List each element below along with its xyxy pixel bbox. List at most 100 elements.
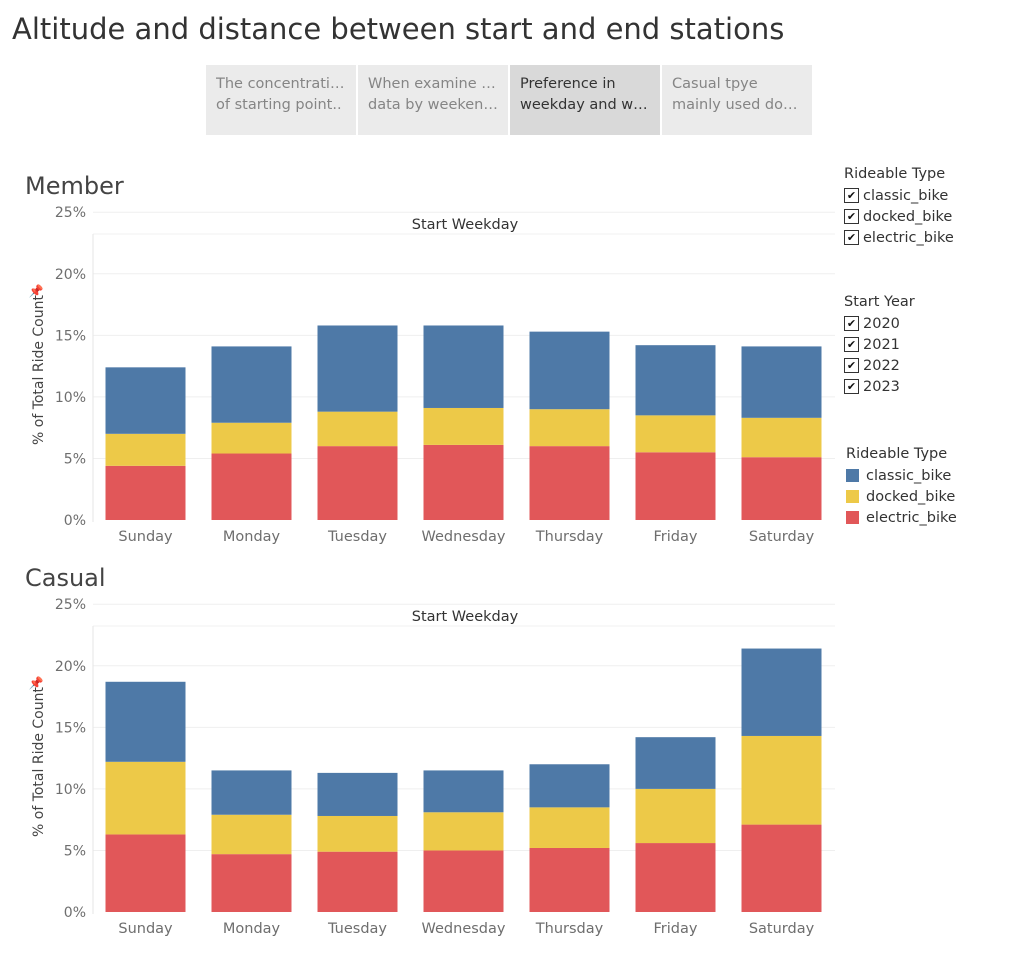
bar-segment-electric-bike[interactable] bbox=[529, 446, 610, 520]
tab-line: of starting point.. bbox=[216, 97, 342, 113]
bar-segment-classic-bike[interactable] bbox=[105, 367, 186, 434]
checkbox-checked-icon[interactable]: ✔ bbox=[844, 230, 859, 245]
tab-line: mainly used dock.. bbox=[672, 97, 802, 113]
filter-title: Rideable Type bbox=[844, 166, 946, 182]
x-tick-label: Tuesday bbox=[327, 529, 387, 545]
tab-weekend[interactable]: When examine the data by weekend.. bbox=[358, 65, 508, 135]
checkbox-checked-icon[interactable]: ✔ bbox=[844, 337, 859, 352]
bar-segment-classic-bike[interactable] bbox=[423, 325, 504, 408]
bar-segment-electric-bike[interactable] bbox=[317, 446, 398, 520]
bar-segment-electric-bike[interactable] bbox=[741, 824, 822, 912]
bar-segment-docked-bike[interactable] bbox=[741, 735, 822, 825]
tab-line: data by weekend.. bbox=[368, 97, 498, 113]
chart-title: Start Weekday bbox=[412, 217, 519, 233]
bar-segment-docked-bike[interactable] bbox=[423, 407, 504, 445]
bar-segment-electric-bike[interactable] bbox=[317, 851, 398, 912]
tab-concentration[interactable]: The concentration of starting point.. bbox=[206, 65, 356, 135]
y-tick-label: 10% bbox=[55, 782, 86, 798]
filter-item-label: docked_bike bbox=[863, 208, 953, 225]
legend-label: docked_bike bbox=[866, 488, 956, 505]
bar-segment-electric-bike[interactable] bbox=[105, 465, 186, 520]
bar-segment-docked-bike[interactable] bbox=[211, 422, 292, 454]
bar-segment-docked-bike[interactable] bbox=[635, 788, 716, 844]
legend-swatch bbox=[846, 490, 859, 503]
bar-segment-classic-bike[interactable] bbox=[211, 346, 292, 423]
tab-preference[interactable]: Preference in weekday and we.. bbox=[510, 65, 660, 135]
bar-segment-docked-bike[interactable] bbox=[529, 409, 610, 447]
bar-segment-docked-bike[interactable] bbox=[741, 417, 822, 458]
filter-item-2022[interactable]: ✔ 2022 bbox=[844, 355, 915, 376]
bar-segment-classic-bike[interactable] bbox=[635, 345, 716, 416]
tab-casual-type[interactable]: Casual tpye mainly used dock.. bbox=[662, 65, 812, 135]
filter-item-label: 2020 bbox=[863, 315, 900, 332]
bar-segment-docked-bike[interactable] bbox=[211, 814, 292, 855]
bar-segment-classic-bike[interactable] bbox=[529, 331, 610, 410]
story-tabs: The concentration of starting point.. Wh… bbox=[206, 65, 812, 135]
x-tick-label: Thursday bbox=[535, 529, 604, 545]
checkbox-checked-icon[interactable]: ✔ bbox=[844, 316, 859, 331]
checkbox-checked-icon[interactable]: ✔ bbox=[844, 209, 859, 224]
tab-line: weekday and we.. bbox=[520, 97, 650, 113]
y-tick-label: 20% bbox=[55, 267, 86, 283]
y-tick-label: 5% bbox=[64, 843, 86, 859]
y-tick-label: 25% bbox=[55, 597, 86, 613]
checkbox-checked-icon[interactable]: ✔ bbox=[844, 358, 859, 373]
legend-item-docked-bike[interactable]: docked_bike bbox=[846, 486, 957, 507]
bar-segment-docked-bike[interactable] bbox=[105, 761, 186, 835]
filter-item-2021[interactable]: ✔ 2021 bbox=[844, 334, 915, 355]
bar-segment-docked-bike[interactable] bbox=[635, 415, 716, 453]
pin-icon[interactable]: 📌 bbox=[29, 675, 44, 690]
casual-chart: Start Weekday 0% 5% 10% 15% 20% 25% % of Total … bbox=[29, 597, 835, 937]
bar-segment-classic-bike[interactable] bbox=[317, 325, 398, 412]
filter-item-electric-bike[interactable]: ✔ electric_bike bbox=[844, 227, 954, 248]
member-chart: Start Weekday 0% 5% 10% 15% 20% 25% % of Total … bbox=[29, 205, 835, 545]
bar-segment-classic-bike[interactable] bbox=[317, 772, 398, 816]
casual-section-label: Casual bbox=[25, 564, 106, 592]
filter-item-docked-bike[interactable]: ✔ docked_bike bbox=[844, 206, 954, 227]
legend-swatch bbox=[846, 469, 859, 482]
x-tick-label: Tuesday bbox=[327, 921, 387, 937]
bar-segment-classic-bike[interactable] bbox=[741, 648, 822, 736]
filter-item-2020[interactable]: ✔ 2020 bbox=[844, 313, 915, 334]
tab-line: The concentration bbox=[216, 76, 346, 92]
bar-segment-classic-bike[interactable] bbox=[635, 737, 716, 789]
bar-segment-electric-bike[interactable] bbox=[211, 854, 292, 912]
bar-segment-classic-bike[interactable] bbox=[211, 770, 292, 815]
bar-segment-electric-bike[interactable] bbox=[741, 457, 822, 520]
bar-segment-electric-bike[interactable] bbox=[105, 834, 186, 912]
filter-item-classic-bike[interactable]: ✔ classic_bike bbox=[844, 185, 954, 206]
bar-segment-docked-bike[interactable] bbox=[529, 807, 610, 848]
bar-segment-docked-bike[interactable] bbox=[423, 812, 504, 851]
bar-segment-electric-bike[interactable] bbox=[635, 452, 716, 520]
tab-line: When examine the bbox=[368, 76, 498, 92]
x-tick-label: Sunday bbox=[118, 921, 173, 937]
x-tick-label: Friday bbox=[654, 529, 698, 545]
bar-segment-electric-bike[interactable] bbox=[211, 453, 292, 520]
bar-segment-docked-bike[interactable] bbox=[317, 815, 398, 852]
bar-segment-classic-bike[interactable] bbox=[105, 681, 186, 762]
bar-segment-docked-bike[interactable] bbox=[317, 411, 398, 447]
bar-segment-classic-bike[interactable] bbox=[741, 346, 822, 418]
legend-label: classic_bike bbox=[866, 467, 952, 484]
checkbox-checked-icon[interactable]: ✔ bbox=[844, 188, 859, 203]
x-tick-label: Saturday bbox=[749, 921, 815, 937]
pin-icon[interactable]: 📌 bbox=[29, 283, 44, 298]
y-tick-label: 25% bbox=[55, 205, 86, 221]
filter-item-2023[interactable]: ✔ 2023 bbox=[844, 376, 915, 397]
bar-segment-classic-bike[interactable] bbox=[423, 770, 504, 813]
x-tick-label: Wednesday bbox=[422, 529, 506, 545]
tab-line: Preference in bbox=[520, 76, 616, 92]
bar-segment-docked-bike[interactable] bbox=[105, 433, 186, 466]
bar-segment-classic-bike[interactable] bbox=[529, 764, 610, 808]
legend-item-electric-bike[interactable]: electric_bike bbox=[846, 507, 957, 528]
y-tick-label: 0% bbox=[64, 513, 86, 529]
bar-segment-electric-bike[interactable] bbox=[529, 847, 610, 912]
checkbox-checked-icon[interactable]: ✔ bbox=[844, 379, 859, 394]
x-tick-label: Sunday bbox=[118, 529, 173, 545]
bar-segment-electric-bike[interactable] bbox=[635, 843, 716, 912]
bar-segment-electric-bike[interactable] bbox=[423, 850, 504, 912]
legend-item-classic-bike[interactable]: classic_bike bbox=[846, 465, 957, 486]
bar-segment-electric-bike[interactable] bbox=[423, 444, 504, 520]
y-axis-label: % of Total Ride Count bbox=[31, 295, 47, 445]
x-tick-label: Saturday bbox=[749, 529, 815, 545]
